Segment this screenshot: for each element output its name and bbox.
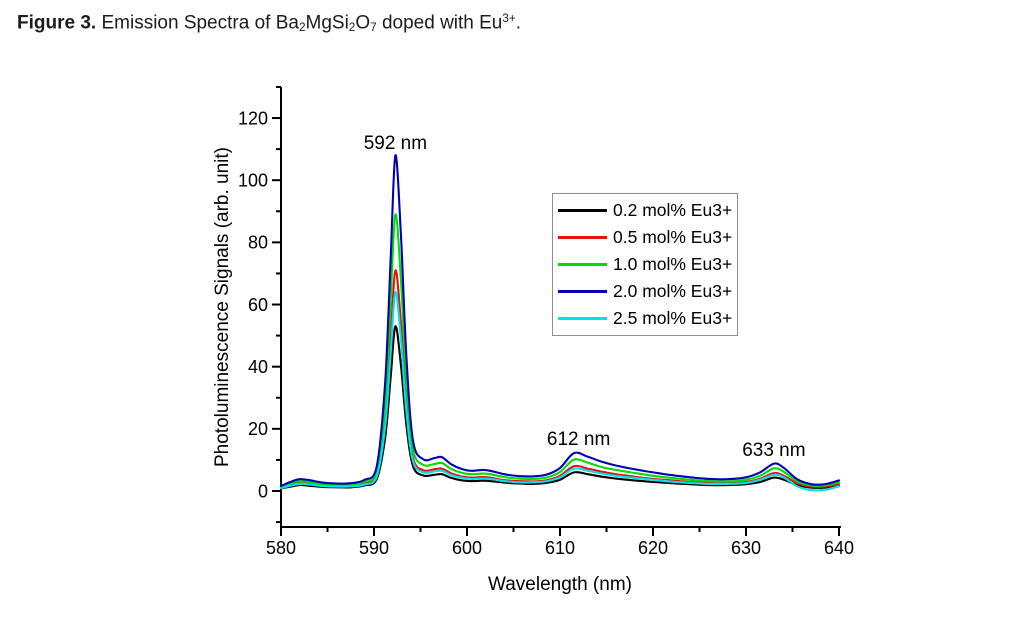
caption-segment: 2 — [348, 21, 356, 35]
legend-item: 1.0 mol% Eu3+ — [553, 254, 737, 275]
y-tick-label: 40 — [248, 357, 268, 377]
chart-legend: 0.2 mol% Eu3+ 0.5 mol% Eu3+ 1.0 mol% Eu3… — [552, 193, 738, 336]
y-axis-title: Photoluminescence Signals (arb. unit) — [212, 147, 233, 467]
y-tick-label: 0 — [258, 481, 268, 501]
legend-line-sample — [558, 263, 607, 266]
legend-line-sample — [558, 290, 607, 293]
legend-line-sample — [558, 236, 607, 239]
peak-annotation: 592 nm — [364, 133, 427, 154]
legend-line-sample — [558, 317, 607, 320]
legend-label: 1.0 mol% Eu3+ — [613, 254, 733, 274]
caption-segment: doped with Eu — [376, 12, 503, 34]
x-tick-label: 620 — [638, 538, 668, 558]
legend-label: 0.5 mol% Eu3+ — [613, 227, 733, 247]
caption-segment: Figure 3. — [17, 12, 97, 34]
series-line-0.2 — [279, 325, 841, 490]
caption-segment: MgSi — [305, 12, 349, 34]
legend-label: 0.2 mol% Eu3+ — [613, 200, 733, 220]
caption-segment: O — [355, 12, 371, 34]
x-tick-label: 610 — [545, 538, 575, 558]
x-tick-label: 590 — [359, 538, 389, 558]
x-tick-label: 580 — [266, 538, 296, 558]
x-tick-label: 600 — [452, 538, 482, 558]
peak-annotation: 633 nm — [742, 440, 805, 461]
legend-item: 0.5 mol% Eu3+ — [553, 227, 737, 248]
figure-caption: Figure 3. Emission Spectra of Ba2MgSi2O7… — [17, 12, 521, 34]
legend-item: 2.0 mol% Eu3+ — [553, 281, 737, 302]
series-line-2.5 — [279, 291, 841, 492]
y-tick-label: 100 — [238, 171, 268, 191]
legend-label: 2.0 mol% Eu3+ — [613, 281, 733, 301]
legend-label: 2.5 mol% Eu3+ — [613, 308, 733, 328]
peak-annotation: 612 nm — [547, 429, 610, 450]
legend-line-sample — [558, 209, 607, 212]
y-tick-label: 60 — [248, 295, 268, 315]
series-line-1.0 — [279, 213, 841, 489]
x-tick-label: 630 — [731, 538, 761, 558]
caption-segment: 3+ — [502, 12, 516, 25]
y-tick-label: 80 — [248, 233, 268, 253]
x-axis-title: Wavelength (nm) — [488, 574, 632, 595]
caption-segment: . — [515, 12, 522, 34]
legend-item: 2.5 mol% Eu3+ — [553, 308, 737, 329]
legend-item: 0.2 mol% Eu3+ — [553, 200, 737, 221]
caption-segment: Emission Spectra of Ba — [96, 12, 299, 34]
series-line-2.0 — [279, 154, 841, 488]
y-tick-label: 20 — [248, 419, 268, 439]
x-tick-label: 640 — [824, 538, 854, 558]
caption-segment: 2 — [298, 21, 306, 35]
caption-segment: 7 — [370, 21, 377, 35]
y-tick-label: 120 — [238, 108, 268, 128]
